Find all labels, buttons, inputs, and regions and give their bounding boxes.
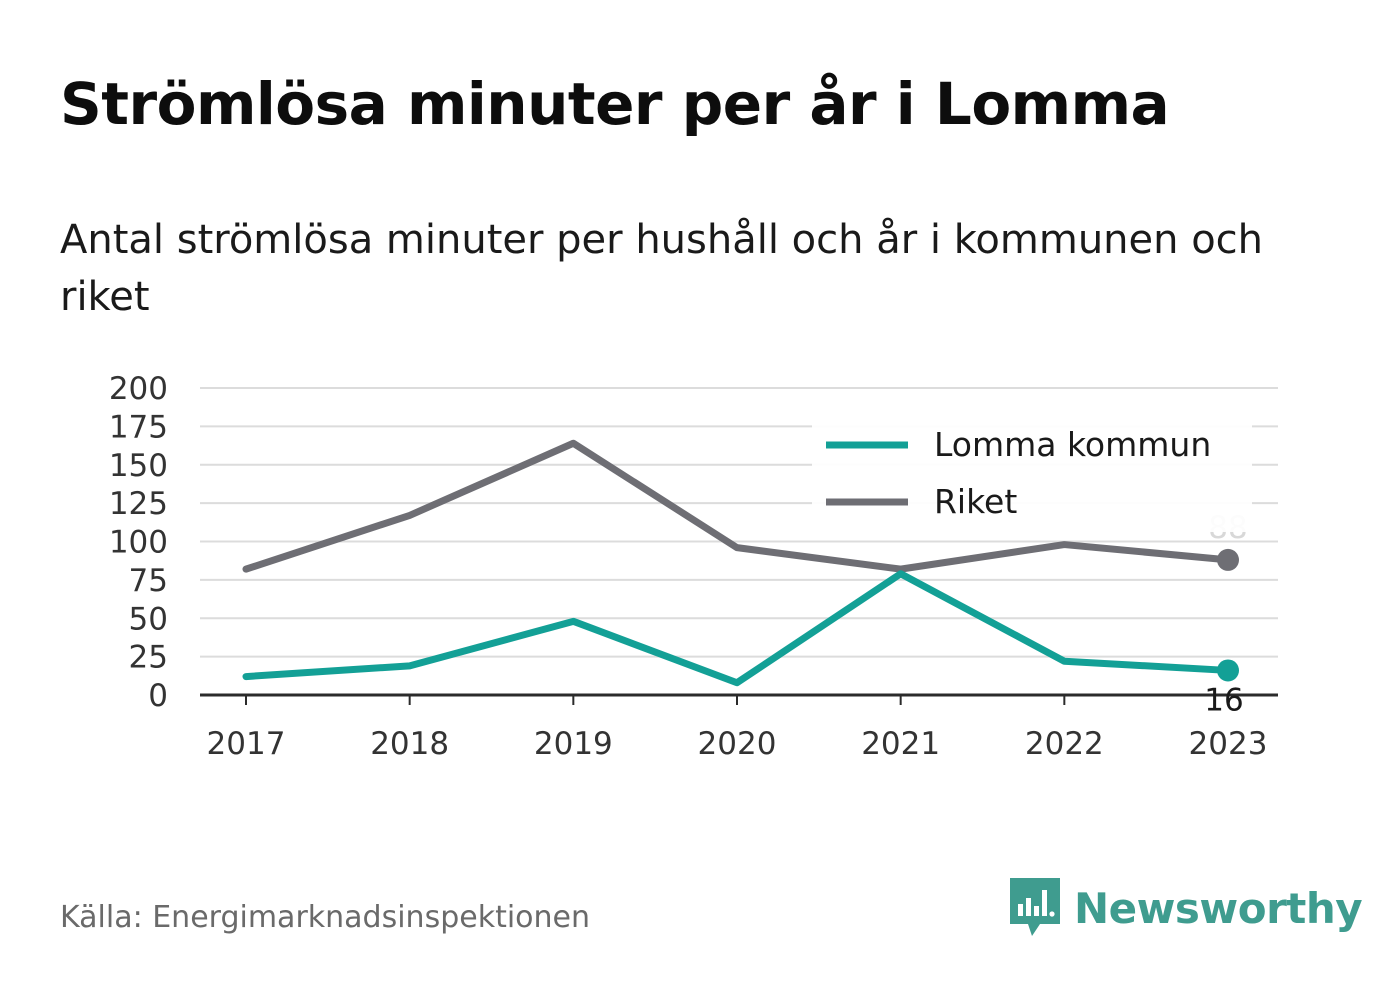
bar-chart-speech-bubble-icon [1010,878,1060,936]
x-tick-label: 2017 [207,726,286,762]
legend-label: Riket [934,482,1017,521]
brand-logo: Newsworthy [1010,878,1363,938]
y-tick-label: 25 [129,640,168,676]
chart-subtitle: Antal strömlösa minuter per hushåll och … [60,217,1264,320]
y-tick-label: 0 [148,678,168,714]
x-tick-label: 2021 [861,726,940,762]
legend-label: Lomma kommun [934,425,1211,464]
x-tick-label: 2022 [1025,726,1104,762]
y-tick-label: 100 [109,525,168,561]
y-tick-label: 50 [129,601,168,637]
series-line-riket [242,439,1232,573]
legend-box [812,420,1252,532]
x-tick-label: 2019 [534,726,613,762]
brand-name: Newsworthy [1074,883,1363,933]
end-point-marker [1217,659,1239,682]
x-tick-label: 2018 [370,726,449,762]
y-tick-label: 150 [109,448,168,484]
end-point-marker [1217,548,1239,571]
series-line-lomma-kommun [242,570,1232,687]
x-tick-label: 2023 [1189,726,1268,762]
end-value-label: 16 [1204,682,1243,718]
y-tick-label: 200 [109,371,168,407]
x-tick-label: 2020 [698,726,777,762]
chart-title: Strömlösa minuter per år i Lomma [60,70,1170,138]
y-tick-label: 175 [109,409,168,445]
source-note: Källa: Energimarknadsinspektionen [60,900,591,935]
y-tick-label: 125 [109,486,168,522]
y-tick-label: 75 [129,563,168,599]
